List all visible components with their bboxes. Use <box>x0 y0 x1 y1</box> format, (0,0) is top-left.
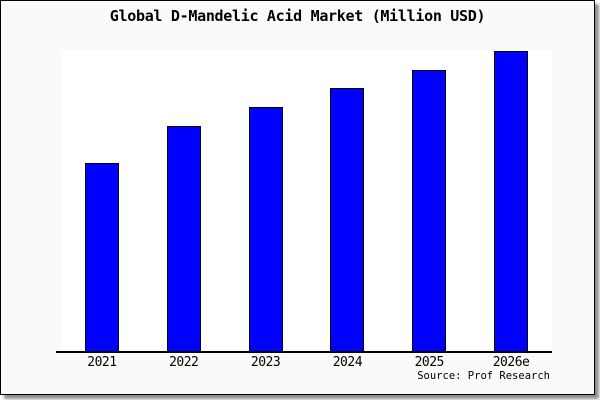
bar-2024 <box>330 88 365 352</box>
bar-slot-2026e <box>470 50 552 352</box>
x-axis-labels: 2021 2022 2023 2024 2025 2026e <box>61 355 552 370</box>
x-tick-label-2021: 2021 <box>87 355 117 370</box>
x-axis-line <box>56 351 552 353</box>
bar-2023 <box>248 107 283 352</box>
source-note: Source: Prof Research <box>417 370 550 382</box>
x-tick-label-2024: 2024 <box>332 355 363 370</box>
plot-area <box>61 50 552 352</box>
bar-2026e <box>494 51 529 352</box>
bars-row <box>61 50 552 352</box>
x-tick-label-2025: 2025 <box>414 355 445 370</box>
bar-2021 <box>84 163 119 352</box>
bar-slot-2022 <box>143 50 225 352</box>
chart-title: Global D-Mandelic Acid Market (Million U… <box>109 7 486 25</box>
bar-slot-2023 <box>225 50 307 352</box>
x-tick-label-2022: 2022 <box>169 355 199 370</box>
x-tick-label-2026e: 2026e <box>492 355 530 370</box>
chart-frame: Global D-Mandelic Acid Market (Million U… <box>0 0 595 395</box>
bar-2022 <box>166 126 201 352</box>
bar-slot-2024 <box>306 50 388 352</box>
bar-2025 <box>412 70 447 352</box>
x-tick-label-2023: 2023 <box>250 355 281 370</box>
bar-slot-2021 <box>61 50 143 352</box>
bar-slot-2025 <box>388 50 470 352</box>
